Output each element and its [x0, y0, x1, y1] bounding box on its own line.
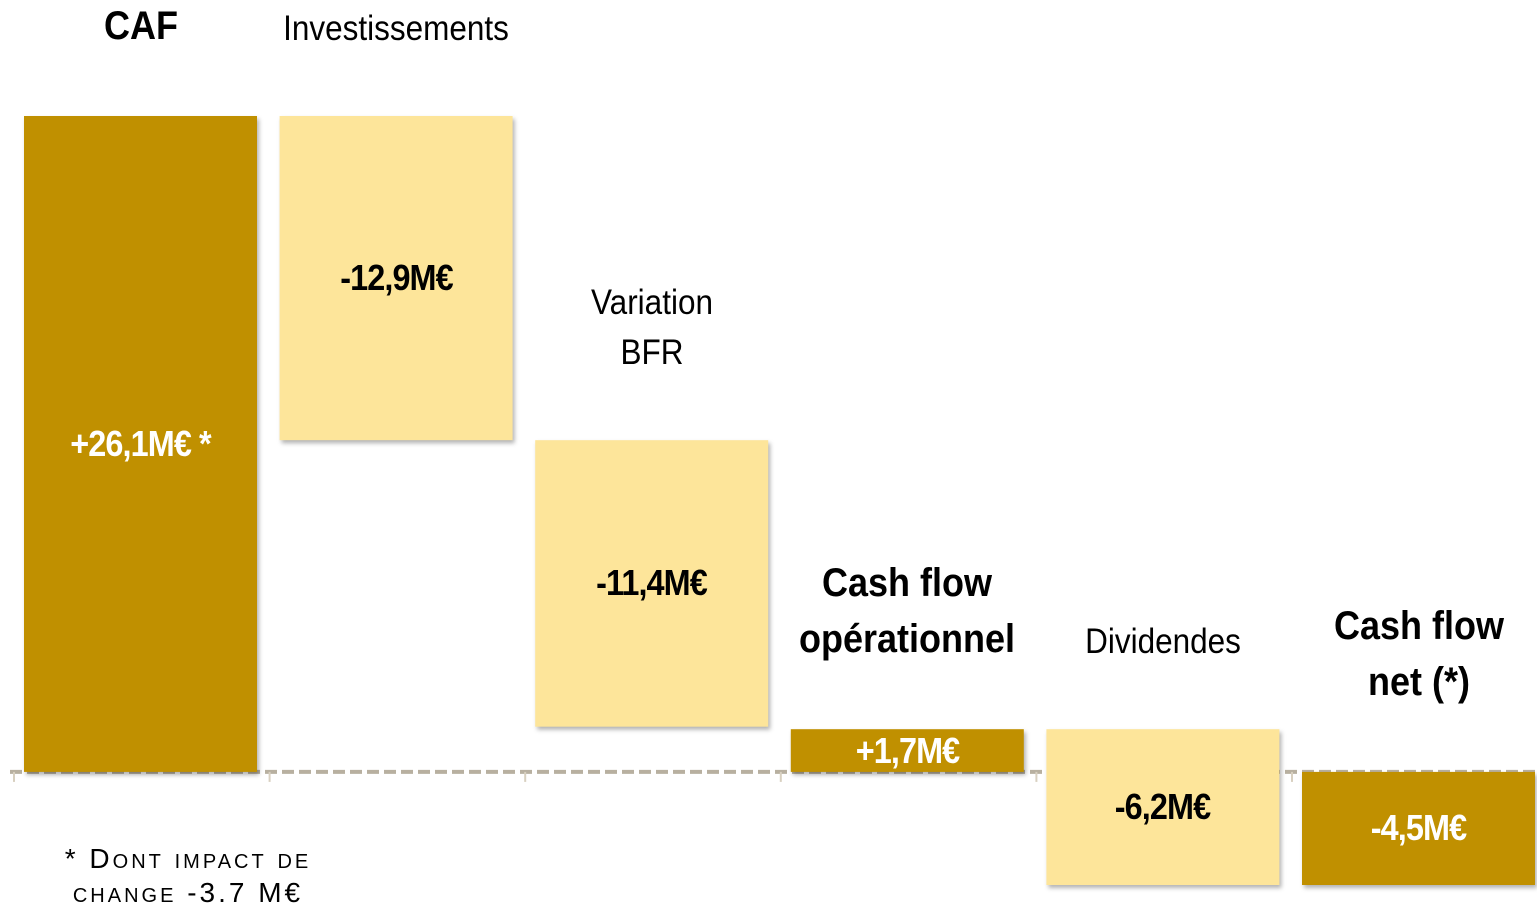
bar: [790, 729, 1024, 772]
bar: [535, 440, 769, 727]
value-label: -4,5M€: [1370, 807, 1467, 849]
bar: [1302, 771, 1535, 885]
bar: [24, 116, 257, 772]
value-label: -6,2M€: [1115, 786, 1211, 828]
category-label: Cash flow net (*): [1333, 603, 1504, 704]
footnote: * Dont impact de change -3.7 M€: [64, 843, 312, 908]
value-label: -12,9M€: [339, 257, 453, 299]
category-label: Variation BFR: [590, 283, 713, 373]
category-label: CAF: [103, 4, 178, 48]
bar: [1046, 729, 1280, 885]
value-label: -11,4M€: [596, 562, 708, 604]
category-label: Dividendes: [1084, 622, 1241, 662]
category-label: Investissements: [283, 9, 510, 48]
value-label: +1,7M€: [855, 729, 960, 771]
bar: [279, 116, 513, 441]
category-label: Cash flow opérationnel: [799, 561, 1016, 662]
value-label: +26,1M€ *: [70, 422, 211, 464]
